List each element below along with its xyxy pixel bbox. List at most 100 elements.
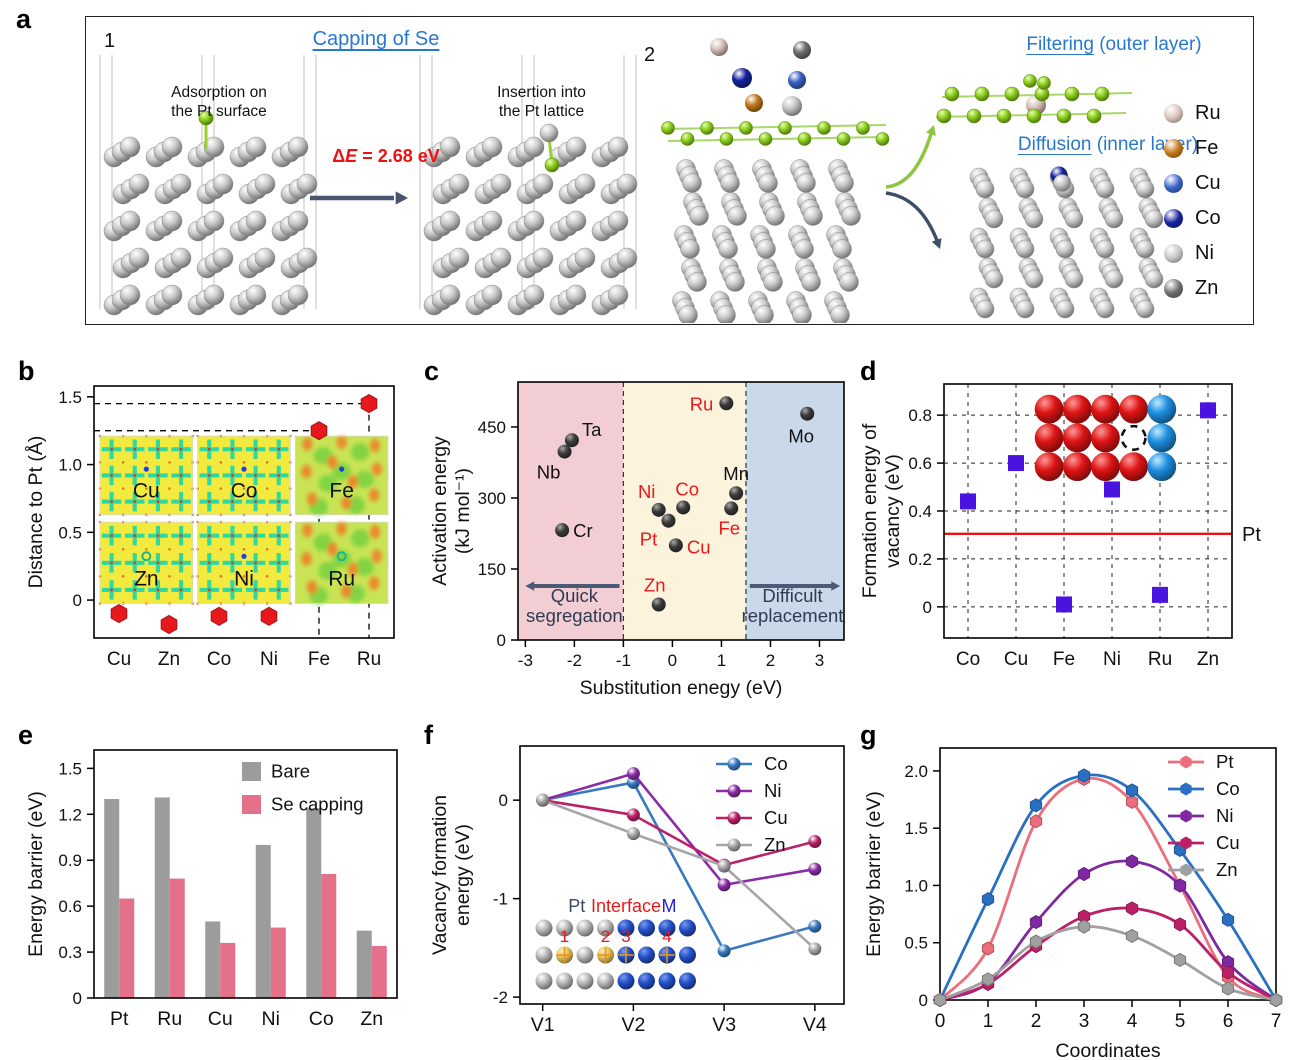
svg-text:Substitution enegy (eV): Substitution enegy (eV) (580, 677, 783, 699)
legend-label: Cu (1195, 171, 1221, 194)
legend-item-zn: Zn (1164, 276, 1221, 299)
svg-text:0: 0 (497, 631, 506, 650)
svg-text:0.3: 0.3 (58, 943, 82, 962)
svg-text:0: 0 (919, 991, 928, 1010)
svg-text:0.6: 0.6 (58, 897, 82, 916)
svg-text:2: 2 (601, 927, 610, 946)
svg-text:Cu: Cu (133, 479, 160, 502)
panel-e-label: e (18, 720, 34, 750)
svg-text:0.2: 0.2 (908, 550, 932, 569)
svg-text:Mn: Mn (723, 463, 749, 484)
panel-b-label: b (18, 356, 35, 386)
svg-text:Ru: Ru (357, 649, 381, 670)
svg-text:Ru: Ru (328, 568, 355, 591)
svg-text:Co: Co (309, 1008, 334, 1030)
co-atom-icon (1164, 208, 1183, 228)
panel-f-chart: 0 -1 -2 V1 V2 V3 V4 Vacancy formation energy (eV… (429, 745, 845, 1036)
svg-text:5: 5 (1175, 1011, 1186, 1032)
svg-text:1: 1 (717, 651, 726, 670)
panel-g-chart: 0 0.5 1.0 1.5 2.0 0 1 2 3 4 5 6 7 Coordinates Energy b… (863, 747, 1283, 1060)
ru-atom-icon (1164, 103, 1183, 123)
svg-text:Ni: Ni (1216, 805, 1233, 826)
svg-text:Zn: Zn (158, 649, 180, 670)
svg-text:-2: -2 (567, 651, 582, 670)
panel-c-label: c (424, 356, 440, 386)
svg-text:Fe: Fe (329, 479, 354, 502)
legend-item-ru: Ru (1164, 101, 1221, 124)
legend-item-fe: Fe (1164, 137, 1221, 159)
svg-text:Zn: Zn (134, 568, 159, 591)
svg-text:Quick: Quick (551, 585, 599, 606)
svg-text:Vacancy formation: Vacancy formation (429, 795, 451, 955)
svg-text:Co: Co (231, 479, 258, 502)
svg-text:Co: Co (675, 478, 699, 499)
svg-text:4: 4 (662, 927, 671, 946)
svg-text:Cu: Cu (208, 1008, 233, 1030)
svg-text:1.5: 1.5 (58, 759, 82, 778)
svg-text:1.2: 1.2 (58, 805, 82, 824)
svg-text:Energy barrier (eV): Energy barrier (eV) (25, 791, 47, 957)
svg-text:Pt: Pt (1242, 524, 1261, 546)
svg-text:Difficult: Difficult (762, 585, 822, 606)
legend-label: Zn (1195, 276, 1219, 299)
svg-text:energy (eV): energy (eV) (452, 824, 474, 926)
delta-value: = 2.68 eV (357, 146, 440, 166)
svg-text:Co: Co (207, 649, 231, 670)
svg-text:Fe: Fe (1053, 649, 1075, 670)
legend-label: Ru (1195, 101, 1221, 124)
svg-text:Energy barrier (eV): Energy barrier (eV) (863, 791, 885, 957)
svg-text:Ni: Ni (234, 568, 254, 591)
panel-d-chart: Pt 0 0.2 0.4 0.6 0.8 Co Cu Fe Ni Ru Zn Formation ene… (859, 383, 1261, 670)
svg-text:(kJ mol⁻¹): (kJ mol⁻¹) (452, 468, 474, 554)
svg-text:Cu: Cu (687, 536, 711, 557)
svg-text:M: M (662, 896, 677, 916)
svg-text:Zn: Zn (360, 1008, 383, 1030)
svg-text:Ru: Ru (1148, 649, 1172, 670)
svg-text:Fe: Fe (308, 649, 330, 670)
capping-title-text: Capping of Se (312, 28, 440, 50)
svg-text:-3: -3 (518, 651, 533, 670)
cu-atom-icon (1164, 173, 1183, 193)
svg-text:Ni: Ni (638, 481, 655, 502)
svg-text:300: 300 (478, 489, 506, 508)
panel-b-chart: Cu Co Fe Zn Ni Ru 0 0.5 1.0 1.5 Cu Zn Co Ni Fe Ru Distan… (24, 385, 395, 670)
delta-e-label: ΔE = 2.68 eV (296, 145, 476, 168)
svg-text:Cu: Cu (107, 649, 131, 670)
svg-text:450: 450 (478, 418, 506, 437)
insertion-caption: Insertion into the Pt lattice (497, 84, 586, 121)
diffusion-head: Diffusion (1017, 134, 1092, 155)
svg-text:Zn: Zn (1197, 649, 1219, 670)
svg-text:Ta: Ta (582, 419, 602, 440)
svg-text:Zn: Zn (644, 574, 666, 595)
svg-text:0: 0 (73, 591, 82, 610)
svg-text:1.0: 1.0 (58, 456, 82, 475)
svg-text:1.0: 1.0 (904, 876, 928, 895)
svg-text:2: 2 (766, 651, 775, 670)
svg-text:segregation: segregation (526, 605, 623, 626)
panel-a-step1: 1 (104, 30, 116, 52)
svg-text:2: 2 (1031, 1011, 1042, 1032)
filtering-caption: Filtering (outer layer) (954, 33, 1274, 57)
svg-text:1.5: 1.5 (58, 388, 82, 407)
svg-text:Ru: Ru (690, 393, 714, 414)
svg-text:2.0: 2.0 (904, 762, 928, 781)
legend-item-co: Co (1164, 207, 1221, 229)
legend-item-ni: Ni (1164, 242, 1221, 264)
svg-text:Coordinates: Coordinates (1055, 1040, 1160, 1060)
svg-text:Ni: Ni (1103, 649, 1121, 670)
svg-text:Distance to Pt (Å): Distance to Pt (Å) (24, 436, 47, 589)
svg-text:V1: V1 (531, 1014, 555, 1036)
svg-text:Formation energy of: Formation energy of (859, 423, 881, 598)
svg-text:Cr: Cr (573, 520, 593, 541)
svg-text:-1: -1 (493, 890, 508, 909)
panel-d-label: d (860, 356, 877, 386)
svg-text:Zn: Zn (1216, 859, 1238, 880)
panel-a-step2: 2 (644, 44, 656, 66)
svg-text:Fe: Fe (718, 517, 740, 538)
svg-text:Ni: Ni (262, 1008, 280, 1030)
svg-text:0: 0 (668, 651, 677, 670)
svg-text:Zn: Zn (764, 834, 786, 855)
svg-text:Ni: Ni (260, 649, 278, 670)
